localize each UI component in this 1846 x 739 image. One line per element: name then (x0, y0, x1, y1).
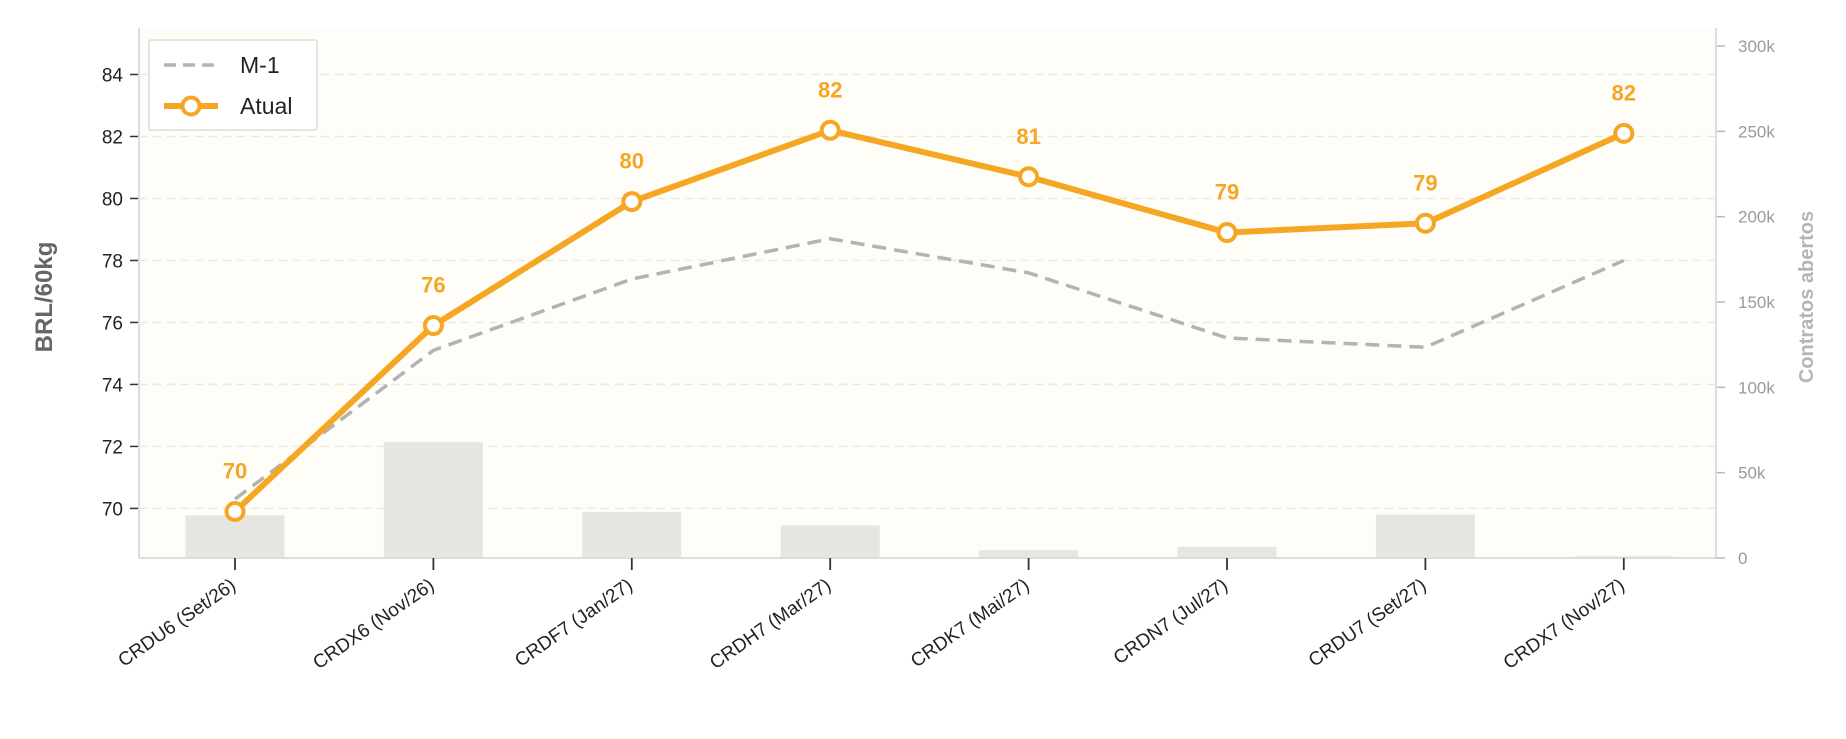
gridlines (139, 73, 1716, 510)
y2-tick-label: 0 (1738, 549, 1747, 568)
data-label: 81 (1016, 124, 1040, 149)
y-axis-title: BRL/60kg (31, 242, 58, 353)
contracts-bar (383, 441, 483, 558)
contracts-bar (582, 511, 682, 558)
atual-point (1216, 222, 1238, 244)
contracts-bar (780, 525, 880, 558)
y-tick-label: 74 (102, 375, 124, 396)
x-tick-label: CRDF7 (Jan/27) (511, 575, 636, 672)
x-tick-label: CRDU7 (Set/27) (1305, 575, 1430, 672)
contracts-bar (1177, 546, 1277, 558)
atual-point (422, 315, 444, 337)
series-lines (224, 119, 1635, 523)
y2-tick-label: 150k (1738, 293, 1775, 312)
x-tick-label: CRDX7 (Nov/27) (1500, 575, 1629, 674)
atual-point (1018, 166, 1040, 188)
y-tick-label: 78 (102, 251, 123, 272)
x-tick-label: CRDK7 (Mai/27) (907, 575, 1033, 672)
y2-tick-label: 50k (1738, 464, 1766, 483)
atual-point (1414, 212, 1436, 234)
contracts-bar (1375, 514, 1475, 558)
y-tick-label: 70 (102, 499, 123, 520)
atual-series-line (232, 127, 1626, 514)
legend: M-1 Atual (148, 39, 318, 131)
y-tick-label: 82 (102, 127, 123, 148)
open-contracts-bars (185, 441, 1674, 558)
atual-point (224, 501, 246, 523)
y2-tick-label: 250k (1738, 122, 1775, 141)
legend-atual-marker (180, 95, 202, 117)
legend-m1-label: M-1 (240, 52, 280, 78)
plot-background (139, 28, 1716, 558)
data-label: 82 (818, 77, 842, 102)
data-label: 80 (620, 149, 644, 174)
x-tick-label: CRDX6 (Nov/26) (309, 575, 438, 674)
x-tick-label: CRDH7 (Mar/27) (706, 575, 835, 674)
data-label: 70 (223, 459, 247, 484)
y-tick-label: 80 (102, 189, 123, 210)
data-label: 79 (1215, 180, 1239, 205)
legend-atual-label: Atual (240, 93, 292, 119)
data-label: 82 (1612, 80, 1636, 105)
data-label: 79 (1413, 170, 1437, 195)
atual-point (1613, 122, 1635, 144)
atual-point (621, 191, 643, 213)
y2-tick-label: 200k (1738, 208, 1775, 227)
atual-point (819, 119, 841, 141)
y2-tick-label: 300k (1738, 37, 1775, 56)
x-tick-label: CRDU6 (Set/26) (115, 575, 240, 672)
y2-tick-label: 100k (1738, 378, 1775, 397)
m1-series-line (233, 236, 1625, 501)
contracts-bar (185, 515, 285, 558)
y-tick-label: 76 (102, 313, 123, 334)
data-label: 76 (421, 273, 445, 298)
data-labels: 70 76 80 82 81 79 79 82 (223, 77, 1636, 483)
y-tick-label: 84 (102, 65, 124, 86)
y2-axis-title: Contratos abertos (1796, 211, 1818, 383)
y-tick-label: 72 (102, 437, 123, 458)
contracts-bar (979, 550, 1079, 558)
x-tick-label: CRDN7 (Jul/27) (1110, 575, 1232, 669)
